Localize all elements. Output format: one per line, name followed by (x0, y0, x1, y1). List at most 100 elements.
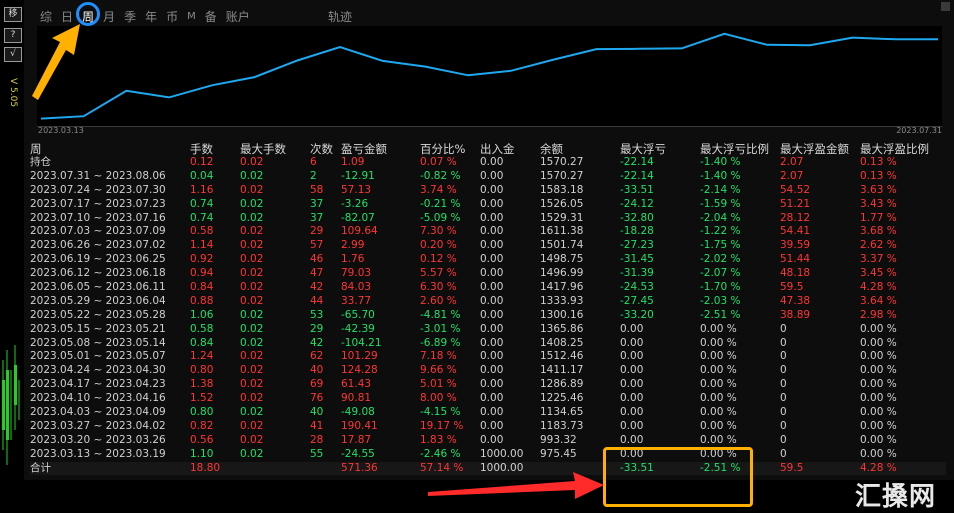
tab-quarter[interactable]: 季 (124, 10, 137, 24)
cell-trades: 69 (310, 378, 324, 391)
tab-m[interactable]: M (187, 11, 196, 22)
cell-max-float-loss-pct: -2.51 % (700, 461, 741, 474)
cell-balance: 1496.99 (540, 267, 584, 280)
help-button[interactable]: ? (4, 28, 22, 43)
cell-pct: -2.46 % (420, 447, 461, 460)
cell-lots: 1.14 (190, 239, 214, 252)
cell-pct: -5.09 % (420, 211, 461, 224)
table-row: 2023.04.17 ~ 2023.04.23 1.38 0.02 69 61.43 5.… (30, 378, 946, 392)
cell-max-float-loss-pct: 0.00 % (700, 350, 737, 363)
tab-month[interactable]: 月 (103, 10, 116, 24)
cell-trades: 47 (310, 267, 324, 280)
cell-max-float-loss: -33.20 (620, 308, 654, 321)
cell-pnl: 盈亏金额 (341, 142, 387, 156)
tab-year[interactable]: 年 (145, 10, 158, 24)
chart-end-date: 2023.07.31 (896, 126, 942, 135)
cell-max-float-profit-pct: 3.63 % (860, 183, 897, 196)
cell-balance: 1512.46 (540, 350, 584, 363)
table-row: 2023.03.27 ~ 2023.04.02 0.82 0.02 41 190.41 1… (30, 420, 946, 434)
track-label[interactable]: 轨迹 (328, 10, 353, 24)
cell-lots: 0.74 (190, 211, 214, 224)
cell-pct: 9.66 % (420, 364, 457, 377)
cell-period: 合计 (30, 461, 51, 474)
cell-balance: 1570.27 (540, 156, 584, 168)
cell-max-float-loss-pct: 0.00 % (700, 419, 737, 432)
cell-pct: 5.57 % (420, 267, 457, 280)
tab-day[interactable]: 日 (61, 10, 74, 24)
cell-pct: 57.14 % (420, 461, 464, 474)
cell-max-float-loss: -22.14 (620, 169, 654, 182)
cell-max-float-profit-pct: 0.13 % (860, 169, 897, 182)
cell-max-float-loss: 0.00 (620, 419, 644, 432)
cell-max-lots: 最大手数 (240, 142, 286, 156)
cell-max-lots: 0.02 (240, 336, 264, 349)
table-row: 2023.05.08 ~ 2023.05.14 0.84 0.02 42 -104.21… (30, 337, 946, 351)
cell-max-float-profit: 47.38 (780, 294, 811, 307)
cell-period: 2023.07.03 ~ 2023.07.09 (30, 225, 166, 238)
weekly-stats-table: 周 手数 最大手数 次数 盈亏金额 百分比% 出入金 余额 最大浮亏 最大浮亏比例 最大浮盈金额 最大… (30, 142, 946, 476)
cell-period: 2023.07.24 ~ 2023.07.30 (30, 183, 166, 196)
cell-lots: 0.94 (190, 267, 214, 280)
cell-lots: 0.82 (190, 419, 214, 432)
cell-max-float-loss: 0.00 (620, 433, 644, 446)
cell-pnl: -104.21 (341, 336, 382, 349)
cell-max-lots: 0.02 (240, 281, 264, 294)
cell-max-lots: 0.02 (240, 433, 264, 446)
cell-period: 周 (30, 142, 42, 156)
cell-max-float-profit: 0 (780, 433, 787, 446)
cell-max-float-profit-pct: 3.43 % (860, 197, 897, 210)
cell-period: 2023.07.31 ~ 2023.08.06 (30, 169, 166, 182)
tab-account[interactable]: 账户 (225, 10, 250, 24)
cell-max-float-profit-pct: 最大浮盈比例 (860, 142, 929, 156)
table-row: 2023.03.13 ~ 2023.03.19 1.10 0.02 55 -24.55 -… (30, 448, 946, 462)
cell-trades: 37 (310, 211, 324, 224)
table-row: 2023.07.10 ~ 2023.07.16 0.74 0.02 37 -82.07 -… (30, 212, 946, 226)
cell-balance: 1408.25 (540, 336, 584, 349)
cell-max-float-profit: 59.5 (780, 281, 804, 294)
cell-pct: -4.81 % (420, 308, 461, 321)
cell-lots: 0.84 (190, 281, 214, 294)
check-button[interactable]: √ (4, 47, 22, 62)
cell-max-lots: 0.02 (240, 308, 264, 321)
cell-period: 2023.03.27 ~ 2023.04.02 (30, 419, 166, 432)
move-button[interactable]: 移 (4, 7, 22, 22)
cell-pnl: 84.03 (341, 281, 372, 294)
cell-lots: 0.12 (190, 156, 214, 168)
close-icon[interactable] (941, 2, 950, 11)
cell-max-float-loss-pct: 0.00 % (700, 392, 737, 405)
cell-lots: 0.80 (190, 364, 214, 377)
candle-chart-fragment (2, 345, 20, 465)
cell-max-float-loss-pct: 0.00 % (700, 433, 737, 446)
cell-deposit: 0.00 (480, 433, 504, 446)
tab-notes[interactable]: 备 (204, 10, 217, 24)
cell-pnl: 17.87 (341, 433, 372, 446)
cell-balance: 1498.75 (540, 253, 584, 266)
cell-balance: 1183.73 (540, 419, 584, 432)
cell-max-float-loss: -18.28 (620, 225, 654, 238)
cell-max-float-loss: 0.00 (620, 406, 644, 419)
cell-max-float-profit: 54.52 (780, 183, 811, 196)
left-toolbar: 移 ? √ V 5.05 (0, 0, 24, 510)
cell-lots: 0.92 (190, 253, 214, 266)
cell-deposit: 1000.00 (480, 461, 524, 474)
table-row: 2023.05.29 ~ 2023.06.04 0.88 0.02 44 33.77 2.… (30, 295, 946, 309)
tab-currency[interactable]: 币 (166, 10, 179, 24)
table-row: 2023.04.10 ~ 2023.04.16 1.52 0.02 76 90.81 8.… (30, 392, 946, 406)
cell-max-lots: 0.02 (240, 267, 264, 280)
cell-lots: 18.80 (190, 461, 221, 474)
cell-period: 2023.07.10 ~ 2023.07.16 (30, 211, 166, 224)
cell-lots: 1.52 (190, 392, 214, 405)
cell-pnl: -82.07 (341, 211, 375, 224)
cell-max-float-profit: 2.07 (780, 169, 804, 182)
cell-deposit: 0.00 (480, 378, 504, 391)
cell-max-float-loss: -27.23 (620, 239, 654, 252)
tab-summary[interactable]: 综 (40, 10, 53, 24)
red-arrow (428, 472, 604, 499)
cell-trades: 28 (310, 433, 324, 446)
cell-trades: 42 (310, 281, 324, 294)
cell-trades: 57 (310, 239, 324, 252)
chart-start-date: 2023.03.13 (38, 126, 84, 135)
cell-lots: 0.88 (190, 294, 214, 307)
highlight-box (603, 447, 753, 507)
